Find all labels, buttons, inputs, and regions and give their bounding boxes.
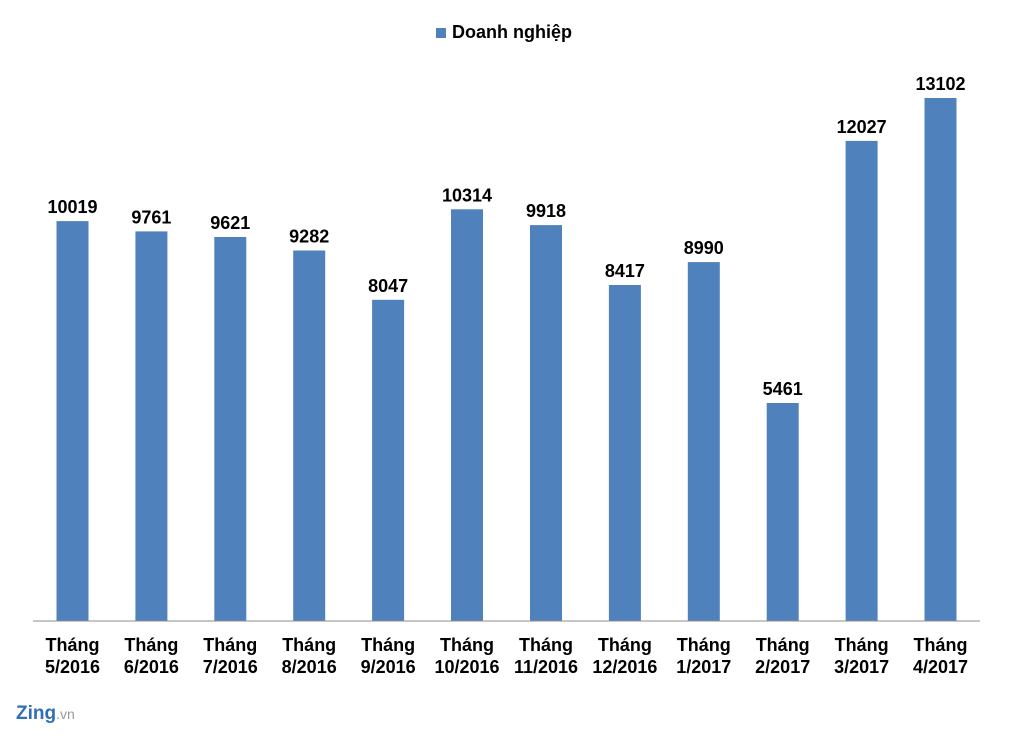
x-tick-label: 5/2016 (45, 657, 100, 677)
x-tick-label: 12/2016 (592, 657, 657, 677)
x-tick-label: Tháng (440, 635, 494, 655)
data-label: 9918 (526, 201, 566, 221)
x-tick-label: 11/2016 (514, 657, 578, 677)
data-label: 10019 (47, 197, 97, 217)
bar (608, 285, 641, 621)
x-tick-label: Tháng (914, 635, 968, 655)
x-tick-label: 3/2017 (834, 657, 889, 677)
data-label: 12027 (837, 117, 887, 137)
data-label: 9621 (210, 213, 250, 233)
logo-suffix: .vn (56, 706, 75, 722)
x-tick-label: Tháng (361, 635, 415, 655)
data-label: 8990 (684, 238, 724, 258)
bar (56, 221, 89, 621)
legend-swatch (436, 27, 446, 38)
data-label: 8047 (368, 276, 408, 296)
bar (766, 403, 799, 621)
data-label: 9282 (289, 227, 329, 247)
x-tick-label: Tháng (203, 635, 257, 655)
x-tick-label: Tháng (598, 635, 652, 655)
data-label: 8417 (605, 261, 645, 281)
bar (530, 225, 562, 621)
x-tick-label: 6/2016 (124, 657, 179, 677)
x-tick-label: 4/2017 (913, 657, 968, 677)
x-tick-label: Tháng (519, 635, 573, 655)
data-label: 9761 (131, 207, 171, 227)
x-tick-label: 10/2016 (434, 657, 499, 677)
x-tick-label: Tháng (756, 635, 810, 655)
x-tick-label: Tháng (835, 635, 889, 655)
legend-label: Doanh nghiệp (452, 22, 572, 42)
bar (372, 299, 405, 621)
bar (293, 250, 326, 621)
data-label: 10314 (442, 185, 492, 205)
bar (845, 140, 878, 621)
x-tick-label: 9/2016 (361, 657, 416, 677)
x-tick-label: 7/2016 (203, 657, 258, 677)
x-tick-label: 8/2016 (282, 657, 337, 677)
bar (451, 209, 483, 622)
x-tick-label: 2/2017 (755, 657, 810, 677)
x-tick-label: Tháng (124, 635, 178, 655)
zing-logo: Zing .vn (16, 703, 75, 725)
x-tick-label: Tháng (46, 635, 100, 655)
logo-brand: Zing (16, 703, 57, 724)
data-label: 5461 (763, 379, 803, 399)
bar (214, 237, 247, 621)
x-tick-label: Tháng (677, 635, 731, 655)
bar (687, 262, 720, 621)
bar (135, 231, 168, 621)
x-tick-label: Tháng (282, 635, 336, 655)
bar (924, 98, 957, 621)
x-tick-label: 1/2017 (676, 657, 731, 677)
chart-legend: Doanh nghiệp (436, 22, 572, 43)
data-label: 13102 (915, 74, 965, 94)
